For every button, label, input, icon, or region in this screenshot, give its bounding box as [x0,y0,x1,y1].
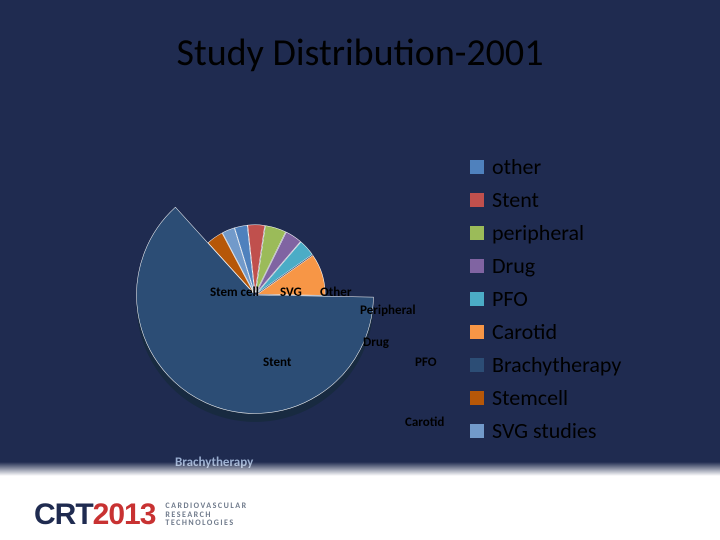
legend-item: Stent [470,183,670,216]
crt-logo: CRT2013 CARDIOVASCULAR RESEARCH TECHNOLO… [34,498,248,532]
legend-item: SVG studies [470,414,670,447]
legend-label: Brachytherapy [492,348,621,381]
legend-swatch [470,226,484,240]
slice-label-peripheral: Peripheral [360,303,416,318]
legend-label: Stent [492,183,539,216]
slice-label-Drug: Drug [363,335,389,350]
legend-swatch [470,160,484,174]
slice-label-Carotid: Carotid [405,415,444,430]
legend-label: SVG studies [492,414,596,447]
slice-label-SVG studies: SVG [280,285,302,300]
legend-swatch [470,259,484,273]
legend-label: PFO [492,282,528,315]
pie-chart: OtherStentPeripheralDrugPFOCarotidBrachy… [90,130,420,460]
legend-item: peripheral [470,216,670,249]
slice-label-other: Other [320,285,351,300]
legend-item: Brachytherapy [470,348,670,381]
legend-label: Stemcell [492,381,568,414]
legend-swatch [470,391,484,405]
logo-year: 2013 [93,498,156,532]
legend-label: Drug [492,249,535,282]
logo-crt: CRT [34,498,93,532]
legend-swatch [470,424,484,438]
legend-item: other [470,150,670,183]
legend-item: PFO [470,282,670,315]
legend-label: other [492,150,541,183]
legend-item: Drug [470,249,670,282]
legend-swatch [470,325,484,339]
legend: otherStentperipheralDrugPFOCarotidBrachy… [470,150,670,447]
legend-swatch [470,358,484,372]
slice-label-Stemcell: Stem cell [210,285,259,300]
page-title: Study Distribution-2001 [0,30,720,76]
legend-swatch [470,292,484,306]
slice-label-PFO: PFO [415,355,437,370]
slice-label-Stent: Stent [263,355,291,370]
legend-item: Stemcell [470,381,670,414]
legend-label: peripheral [492,216,584,249]
legend-swatch [470,193,484,207]
legend-item: Carotid [470,315,670,348]
legend-label: Carotid [492,315,557,348]
slide: Study Distribution-2001 Other Stent Periph… [0,0,720,540]
logo-sub3: TECHNOLOGIES [165,519,247,528]
